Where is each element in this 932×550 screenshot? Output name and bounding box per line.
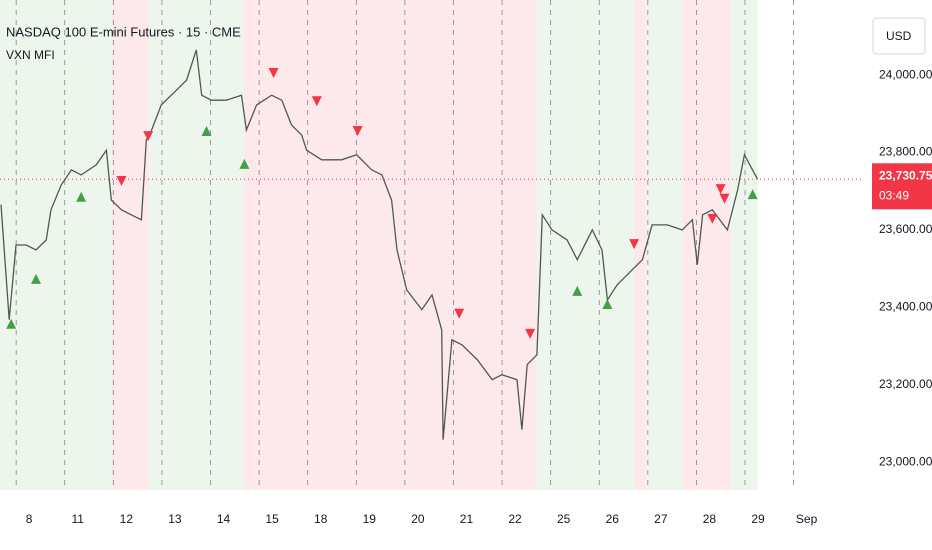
last-price-label: 23,730.75 [879, 168, 932, 182]
x-tick-label: 12 [120, 512, 134, 526]
sell-signal [116, 175, 127, 186]
regime-band [243, 0, 537, 490]
price-line [0, 49, 759, 440]
y-tick-label: 23,400.00 [879, 299, 932, 313]
y-tick-label: 23,600.00 [879, 222, 932, 236]
sell-signal [525, 328, 536, 339]
currency[interactable]: USD [886, 29, 912, 43]
sell-signal [454, 308, 465, 319]
sell-signal [629, 239, 640, 250]
y-tick-label: 23,200.00 [879, 377, 932, 391]
x-tick-label: 20 [411, 512, 425, 526]
last-price-box [872, 163, 932, 210]
regime-band [149, 0, 244, 490]
sell-signal [143, 131, 154, 142]
background-layer [0, 0, 795, 490]
x-tick-label: 21 [460, 512, 474, 526]
regime-band [634, 0, 648, 490]
chart-title: NASDAQ 100 E-mini Futures · 15 · CME [6, 24, 241, 39]
x-tick-label: 29 [751, 512, 765, 526]
sell-signal [311, 96, 322, 107]
buy-signal [602, 298, 613, 309]
x-tick-label: 25 [557, 512, 571, 526]
buy-signal [6, 318, 17, 329]
buy-signal [239, 158, 250, 169]
buy-signal [572, 285, 583, 296]
indicator-name: VXN MFI [6, 48, 55, 62]
sell-signal [707, 213, 718, 224]
sell-signal [352, 126, 363, 137]
y-tick-label: 23,000.00 [879, 454, 932, 468]
x-tick-label: 11 [72, 512, 85, 526]
x-tick-label: 18 [314, 512, 328, 526]
x-tick-label: 13 [168, 512, 182, 526]
regime-band [111, 0, 150, 490]
regime-band [647, 0, 683, 490]
x-tick-label: Sep [796, 512, 818, 526]
buy-signal [30, 273, 41, 284]
regime-band [682, 0, 731, 490]
sell-signal [715, 184, 726, 195]
x-tick-label: 22 [508, 512, 522, 526]
x-tick-label: 27 [654, 512, 668, 526]
regime-band [730, 0, 758, 490]
buy-signal [747, 189, 758, 200]
currency-box[interactable] [872, 17, 926, 55]
buy-signal [201, 125, 212, 136]
x-tick-label: 19 [363, 512, 377, 526]
regime-band [536, 0, 635, 490]
bar-countdown: 03:49 [879, 188, 909, 202]
x-tick-label: 26 [606, 512, 620, 526]
x-tick-label: 15 [265, 512, 279, 526]
sell-signal [268, 67, 279, 78]
y-tick-label: 24,000.00 [879, 67, 932, 81]
y-tick-label: 23,800.00 [879, 145, 932, 159]
buy-signal [76, 191, 87, 202]
x-tick-label: 28 [703, 512, 717, 526]
x-tick-label: 14 [217, 512, 231, 526]
sell-signal [719, 193, 730, 204]
x-tick-label: 8 [26, 512, 33, 526]
